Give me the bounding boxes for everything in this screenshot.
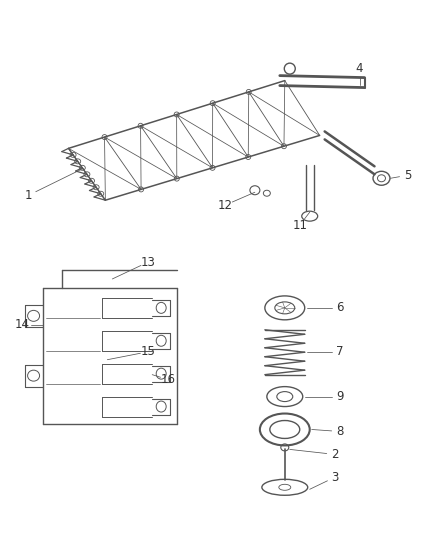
Text: 1: 1: [25, 189, 32, 201]
Text: 13: 13: [141, 255, 155, 269]
Text: 3: 3: [331, 471, 338, 484]
Text: 16: 16: [161, 373, 176, 386]
Text: 14: 14: [15, 318, 30, 332]
Text: 2: 2: [331, 448, 339, 461]
Text: 4: 4: [356, 62, 363, 75]
Text: 15: 15: [141, 345, 155, 358]
Text: 8: 8: [336, 425, 343, 438]
Text: 11: 11: [292, 219, 307, 232]
Text: 7: 7: [336, 345, 343, 358]
Text: 5: 5: [404, 169, 411, 182]
Text: 9: 9: [336, 390, 343, 403]
Text: 12: 12: [218, 199, 233, 212]
Text: 6: 6: [336, 301, 343, 314]
